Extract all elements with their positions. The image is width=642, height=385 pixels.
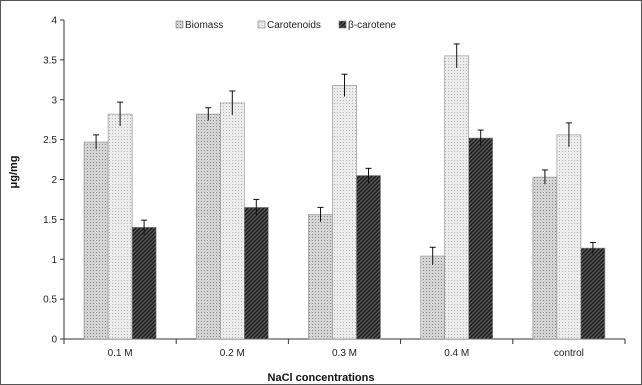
legend-swatch [257, 20, 266, 29]
y-tick-label: 3.5 [43, 55, 57, 66]
legend-label: Biomass [185, 20, 223, 31]
bar--carotene-2 [356, 175, 381, 340]
x-axis-label: NaCl concentrations [268, 372, 375, 384]
bar-carotenoids-0 [107, 113, 133, 340]
bar-biomass-1 [196, 113, 221, 340]
y-tick-label: 4 [51, 16, 57, 27]
y-tick-label: 1 [51, 255, 57, 266]
x-tick-label: 0.3 M [332, 348, 357, 359]
legend-label: Carotenoids [267, 20, 321, 31]
bar-biomass-0 [83, 141, 109, 340]
bar-carotenoids-2 [332, 85, 357, 340]
bar-biomass-4 [532, 176, 558, 340]
bar-carotenoids-1 [220, 102, 245, 340]
plot-area: 0 0.5 1 1.5 2 2.5 3 3.5 4 0.1 M 0.2 M 0.3 M 0.4 M con… [43, 16, 626, 359]
y-axis-label: μg/mg [8, 155, 20, 188]
x-tick-label: 0.4 M [444, 348, 469, 359]
legend: Biomass Carotenoids β-carotene [175, 20, 396, 31]
y-tick-label: 0 [51, 335, 57, 346]
bar-carotenoids-3 [444, 55, 470, 340]
y-tick-label: 3 [51, 95, 57, 106]
bar--carotene-0 [131, 227, 157, 340]
x-tick-label: 0.1 M [108, 348, 133, 359]
bar--carotene-4 [580, 247, 606, 340]
bar--carotene-1 [244, 207, 269, 340]
y-tick-label: 1.5 [43, 215, 57, 226]
y-tick-label: 2 [51, 175, 57, 186]
y-tick-label: 2.5 [43, 135, 57, 146]
bar-biomass-2 [308, 214, 333, 340]
legend-swatch [338, 20, 347, 29]
x-tick-label: 0.2 M [220, 348, 245, 359]
bar--carotene-3 [468, 137, 494, 340]
legend-label: β-carotene [348, 20, 396, 31]
bar-biomass-3 [420, 255, 446, 340]
legend-swatch [175, 20, 184, 29]
bar-carotenoids-4 [556, 134, 582, 340]
y-tick-label: 0.5 [43, 295, 57, 306]
x-tick-label: control [554, 348, 584, 359]
